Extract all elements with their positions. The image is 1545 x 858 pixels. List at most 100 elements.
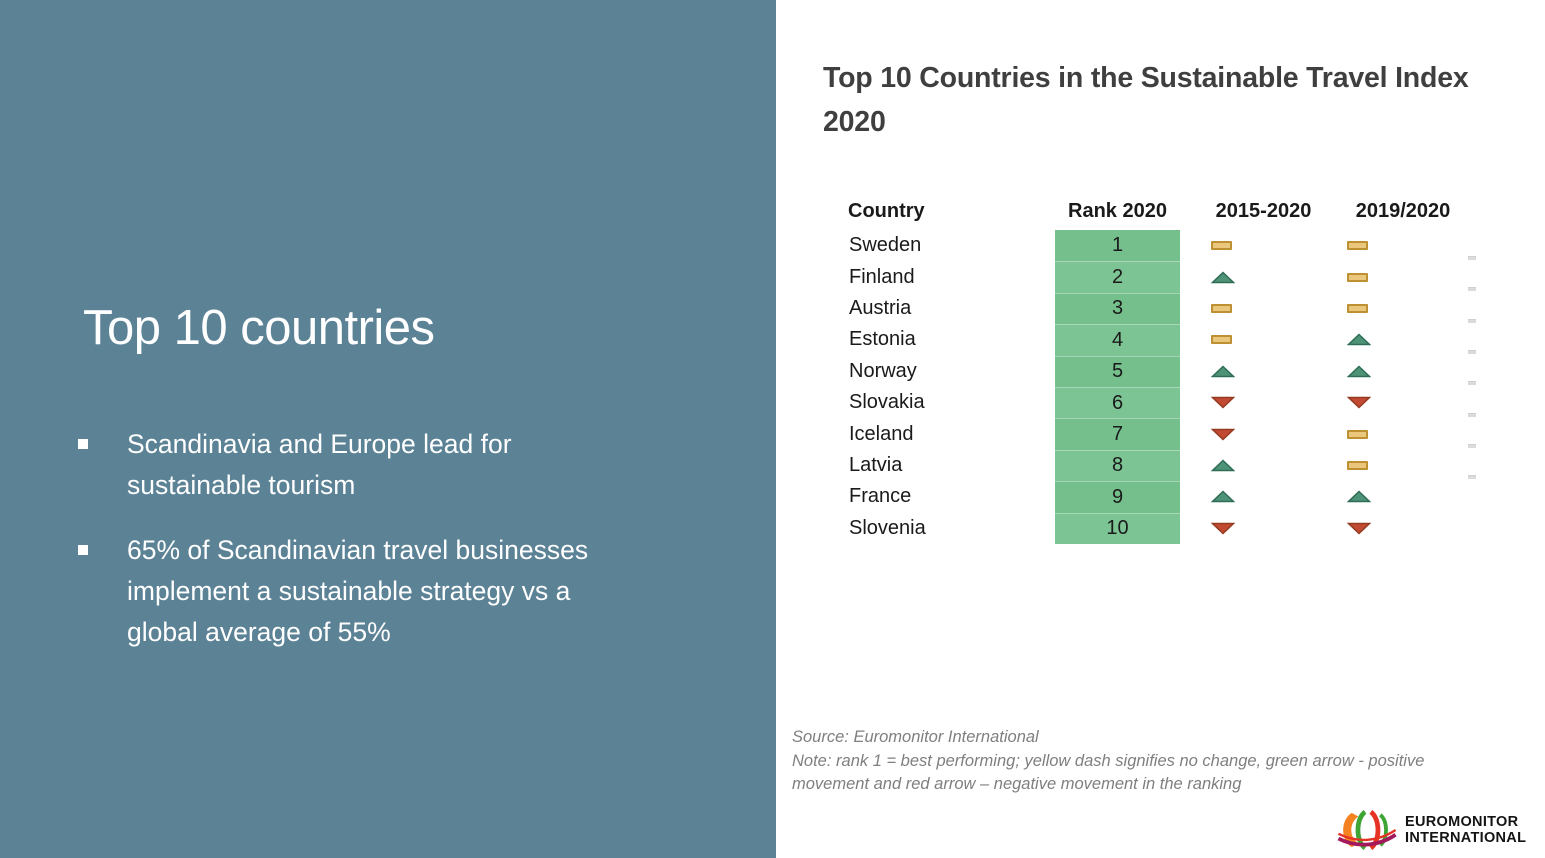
source-note: Source: Euromonitor International Note: … bbox=[792, 728, 1425, 793]
edge-mark bbox=[1468, 318, 1476, 323]
no-change-dash-icon bbox=[1347, 272, 1368, 282]
country-cell: Sweden bbox=[849, 234, 922, 257]
edge-mark bbox=[1468, 287, 1476, 292]
trend-2015-2020-cell bbox=[1180, 513, 1347, 544]
rank-cell: 6 bbox=[1055, 386, 1180, 419]
no-change-dash-icon bbox=[1347, 460, 1368, 470]
down-arrow-icon bbox=[1347, 396, 1371, 409]
table-row: Slovakia 6 bbox=[848, 386, 1459, 419]
table-row: Sweden 1 bbox=[848, 230, 1459, 262]
trend-2019-2020-cell bbox=[1347, 481, 1459, 512]
trend-2019-2020-cell bbox=[1347, 387, 1459, 418]
rank-cell: 1 bbox=[1055, 230, 1180, 262]
bullet-square-icon bbox=[78, 545, 88, 555]
table-rows: Sweden 1 Finland 2 Austria 3 Estonia 4 Norway 5 Sl… bbox=[848, 230, 1459, 544]
header-rank-2020: Rank 2020 bbox=[1068, 200, 1167, 222]
edge-mark bbox=[1468, 381, 1476, 386]
up-arrow-icon bbox=[1347, 333, 1371, 346]
down-arrow-icon bbox=[1347, 522, 1371, 535]
header-2015-2020: 2015-2020 bbox=[1215, 200, 1312, 222]
table-row: Latvia 8 bbox=[848, 449, 1459, 482]
trend-2015-2020-cell bbox=[1180, 481, 1347, 512]
down-arrow-icon bbox=[1211, 522, 1235, 535]
no-change-dash-icon bbox=[1211, 335, 1232, 345]
country-cell: Iceland bbox=[849, 422, 914, 445]
bullet-square-icon bbox=[78, 439, 88, 449]
no-change-dash-icon bbox=[1347, 241, 1368, 251]
header-country: Country bbox=[848, 200, 925, 222]
country-cell: Finland bbox=[849, 265, 915, 288]
right-panel: Top 10 Countries in the Sustainable Trav… bbox=[776, 0, 1545, 858]
trend-2019-2020-cell bbox=[1347, 293, 1459, 324]
country-cell: Slovakia bbox=[849, 391, 925, 414]
trend-2015-2020-cell bbox=[1180, 418, 1347, 449]
euromonitor-logo: EUROMONITOR INTERNATIONAL bbox=[1336, 810, 1526, 850]
trend-2019-2020-cell bbox=[1347, 230, 1459, 261]
trend-2015-2020-cell bbox=[1180, 450, 1347, 481]
country-cell: Latvia bbox=[849, 453, 903, 476]
logo-text: EUROMONITOR INTERNATIONAL bbox=[1405, 813, 1527, 847]
up-arrow-icon bbox=[1211, 271, 1235, 283]
up-arrow-icon bbox=[1347, 490, 1371, 503]
bullet-text: Scandinavia and Europe lead for sustaina… bbox=[127, 429, 512, 500]
table-row: Norway 5 bbox=[848, 355, 1459, 387]
trend-2019-2020-cell bbox=[1347, 356, 1459, 387]
bullet-text: 65% of Scandinavian travel businesses im… bbox=[127, 535, 589, 647]
trend-2019-2020-cell bbox=[1347, 324, 1459, 355]
rank-cell: 4 bbox=[1055, 324, 1180, 356]
left-panel: Top 10 countries Scandinavia and Europe … bbox=[0, 0, 776, 858]
trend-2019-2020-cell bbox=[1347, 418, 1459, 449]
country-cell: Estonia bbox=[849, 328, 916, 351]
edge-mark bbox=[1468, 443, 1476, 448]
rank-cell: 10 bbox=[1055, 512, 1180, 544]
chart-title: Top 10 Countries in the Sustainable Trav… bbox=[823, 62, 1469, 138]
trend-2019-2020-cell bbox=[1347, 450, 1459, 481]
rank-cell: 9 bbox=[1055, 481, 1180, 513]
trend-2015-2020-cell bbox=[1180, 261, 1347, 292]
up-arrow-icon bbox=[1211, 365, 1235, 377]
up-arrow-icon bbox=[1211, 490, 1235, 503]
no-change-dash-icon bbox=[1211, 241, 1232, 251]
down-arrow-icon bbox=[1211, 396, 1235, 409]
bullet-list: Scandinavia and Europe lead for sustaina… bbox=[78, 424, 728, 677]
no-change-dash-icon bbox=[1347, 303, 1368, 313]
trend-2015-2020-cell bbox=[1180, 387, 1347, 418]
edge-mark bbox=[1468, 475, 1476, 480]
rank-cell: 2 bbox=[1055, 261, 1180, 293]
rank-cell: 7 bbox=[1055, 418, 1180, 450]
bullet-item: Scandinavia and Europe lead for sustaina… bbox=[78, 424, 728, 506]
table-row: Iceland 7 bbox=[848, 418, 1459, 450]
country-cell: Austria bbox=[849, 296, 912, 319]
trend-2015-2020-cell bbox=[1180, 293, 1347, 324]
no-change-dash-icon bbox=[1347, 429, 1368, 439]
table-row: Finland 2 bbox=[848, 261, 1459, 293]
no-change-dash-icon bbox=[1211, 303, 1232, 313]
edge-mark bbox=[1468, 412, 1476, 417]
trend-2019-2020-cell bbox=[1347, 513, 1459, 544]
header-2019-2020: 2019/2020 bbox=[1355, 200, 1451, 222]
country-cell: Norway bbox=[849, 359, 917, 382]
slide-heading: Top 10 countries bbox=[83, 301, 435, 355]
country-cell: France bbox=[849, 485, 912, 508]
trend-2015-2020-cell bbox=[1180, 356, 1347, 387]
table-row: France 9 bbox=[848, 481, 1459, 513]
trend-2015-2020-cell bbox=[1180, 230, 1347, 261]
rank-cell: 3 bbox=[1055, 292, 1180, 325]
rank-table: Country Rank 2020 2015-2020 2019/2020 Sw… bbox=[848, 200, 1459, 544]
up-arrow-icon bbox=[1211, 459, 1235, 472]
trend-2019-2020-cell bbox=[1347, 261, 1459, 292]
trend-2015-2020-cell bbox=[1180, 324, 1347, 355]
bullet-item: 65% of Scandinavian travel businesses im… bbox=[78, 530, 728, 653]
country-cell: Slovenia bbox=[849, 516, 926, 539]
euromonitor-logo-icon bbox=[1337, 810, 1397, 850]
rank-cell: 8 bbox=[1055, 449, 1180, 482]
table-row: Slovenia 10 bbox=[848, 512, 1459, 544]
down-arrow-icon bbox=[1211, 428, 1235, 441]
table-row: Estonia 4 bbox=[848, 324, 1459, 356]
rank-cell: 5 bbox=[1055, 355, 1180, 387]
table-row: Austria 3 bbox=[848, 292, 1459, 325]
edge-mark bbox=[1468, 349, 1476, 354]
edge-mark bbox=[1468, 256, 1476, 260]
up-arrow-icon bbox=[1347, 365, 1371, 377]
